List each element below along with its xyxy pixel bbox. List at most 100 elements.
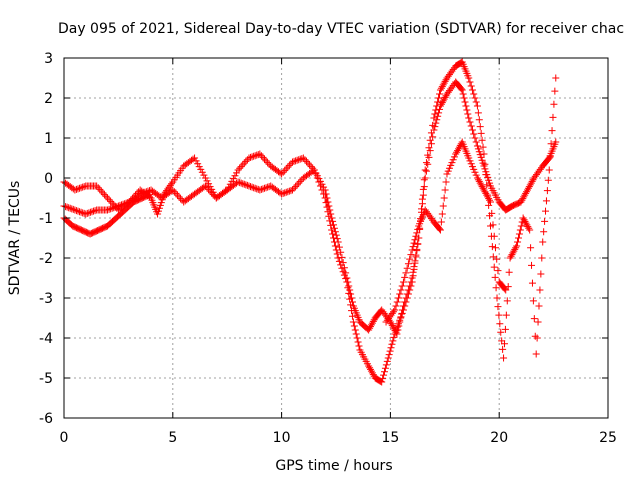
data-point xyxy=(240,180,248,188)
data-point xyxy=(547,140,555,148)
data-layer xyxy=(60,58,560,386)
data-point xyxy=(442,178,450,186)
data-point xyxy=(404,260,412,268)
data-point xyxy=(292,157,300,165)
series-trace-c xyxy=(60,138,510,326)
data-point xyxy=(245,182,253,190)
data-point xyxy=(253,151,261,159)
data-point xyxy=(467,160,475,168)
data-point xyxy=(177,195,185,203)
data-point xyxy=(251,184,259,192)
ticks-layer: 0 5 10 15 20 25 -6 -5 -4 -3 -2 -1 0 1 2 3 xyxy=(39,51,617,446)
data-point xyxy=(540,228,548,236)
data-point xyxy=(194,160,202,168)
data-point xyxy=(195,163,203,171)
data-point xyxy=(493,294,501,302)
data-point xyxy=(145,191,153,199)
data-point xyxy=(384,354,392,362)
data-point xyxy=(539,238,547,246)
data-point xyxy=(253,185,261,193)
data-point xyxy=(288,186,296,194)
data-point xyxy=(292,183,300,191)
y-tick-label: -5 xyxy=(39,371,53,387)
data-point xyxy=(108,204,116,212)
data-point xyxy=(107,205,115,213)
x-tick-label: 20 xyxy=(490,430,508,446)
data-point xyxy=(178,196,186,204)
data-point xyxy=(337,248,345,256)
data-point xyxy=(474,109,482,117)
data-point xyxy=(494,267,502,275)
data-point xyxy=(77,208,85,216)
data-point xyxy=(422,159,430,167)
data-point xyxy=(155,207,163,215)
y-tick-label: -3 xyxy=(39,291,53,307)
data-point xyxy=(248,183,256,191)
data-point xyxy=(324,208,332,216)
data-point xyxy=(408,278,416,286)
data-point xyxy=(331,242,339,250)
data-point xyxy=(466,157,474,165)
data-point xyxy=(436,225,444,233)
data-point xyxy=(496,320,504,328)
data-point xyxy=(329,230,337,238)
data-point xyxy=(354,338,362,346)
data-point xyxy=(515,230,523,238)
data-point xyxy=(110,204,118,212)
data-point xyxy=(545,166,553,174)
data-point xyxy=(156,201,164,209)
data-point xyxy=(444,167,452,175)
data-point xyxy=(489,221,497,229)
data-point xyxy=(192,157,200,165)
data-point xyxy=(399,306,407,314)
data-point xyxy=(499,345,507,353)
data-point xyxy=(412,253,420,261)
data-point xyxy=(118,201,126,209)
data-point xyxy=(441,186,449,194)
data-point xyxy=(256,150,264,158)
data-point xyxy=(200,183,208,191)
data-point xyxy=(74,185,82,193)
data-point xyxy=(502,311,510,319)
data-point xyxy=(471,134,479,142)
y-tick-label: -4 xyxy=(39,331,53,347)
data-point xyxy=(549,113,557,121)
data-point xyxy=(91,207,99,215)
data-point xyxy=(431,110,439,118)
data-point xyxy=(206,187,214,195)
data-point xyxy=(281,167,289,175)
data-point xyxy=(284,163,292,171)
data-point xyxy=(468,163,476,171)
data-point xyxy=(345,289,353,297)
x-tick-label: 15 xyxy=(381,430,399,446)
data-point xyxy=(239,161,247,169)
data-point xyxy=(348,312,356,320)
data-point xyxy=(424,160,432,168)
data-point xyxy=(245,154,253,162)
y-tick-label: -6 xyxy=(39,411,53,427)
data-point xyxy=(513,242,521,250)
x-tick-label: 25 xyxy=(599,430,617,446)
data-point xyxy=(105,196,113,204)
data-point xyxy=(169,186,177,194)
data-point xyxy=(65,204,73,212)
data-point xyxy=(99,189,107,197)
data-point xyxy=(392,302,400,310)
data-point xyxy=(427,140,435,148)
data-point xyxy=(419,185,427,193)
data-point xyxy=(552,74,560,82)
data-point xyxy=(411,259,419,267)
data-point xyxy=(470,130,478,138)
data-point xyxy=(257,152,265,160)
data-point xyxy=(155,204,163,212)
data-point xyxy=(338,264,346,272)
y-tick-label: -1 xyxy=(39,211,53,227)
data-point xyxy=(418,195,426,203)
data-point xyxy=(88,208,96,216)
data-point xyxy=(302,157,310,165)
data-point xyxy=(200,171,208,179)
data-point xyxy=(530,315,538,323)
data-point xyxy=(492,284,500,292)
data-point xyxy=(296,177,304,185)
